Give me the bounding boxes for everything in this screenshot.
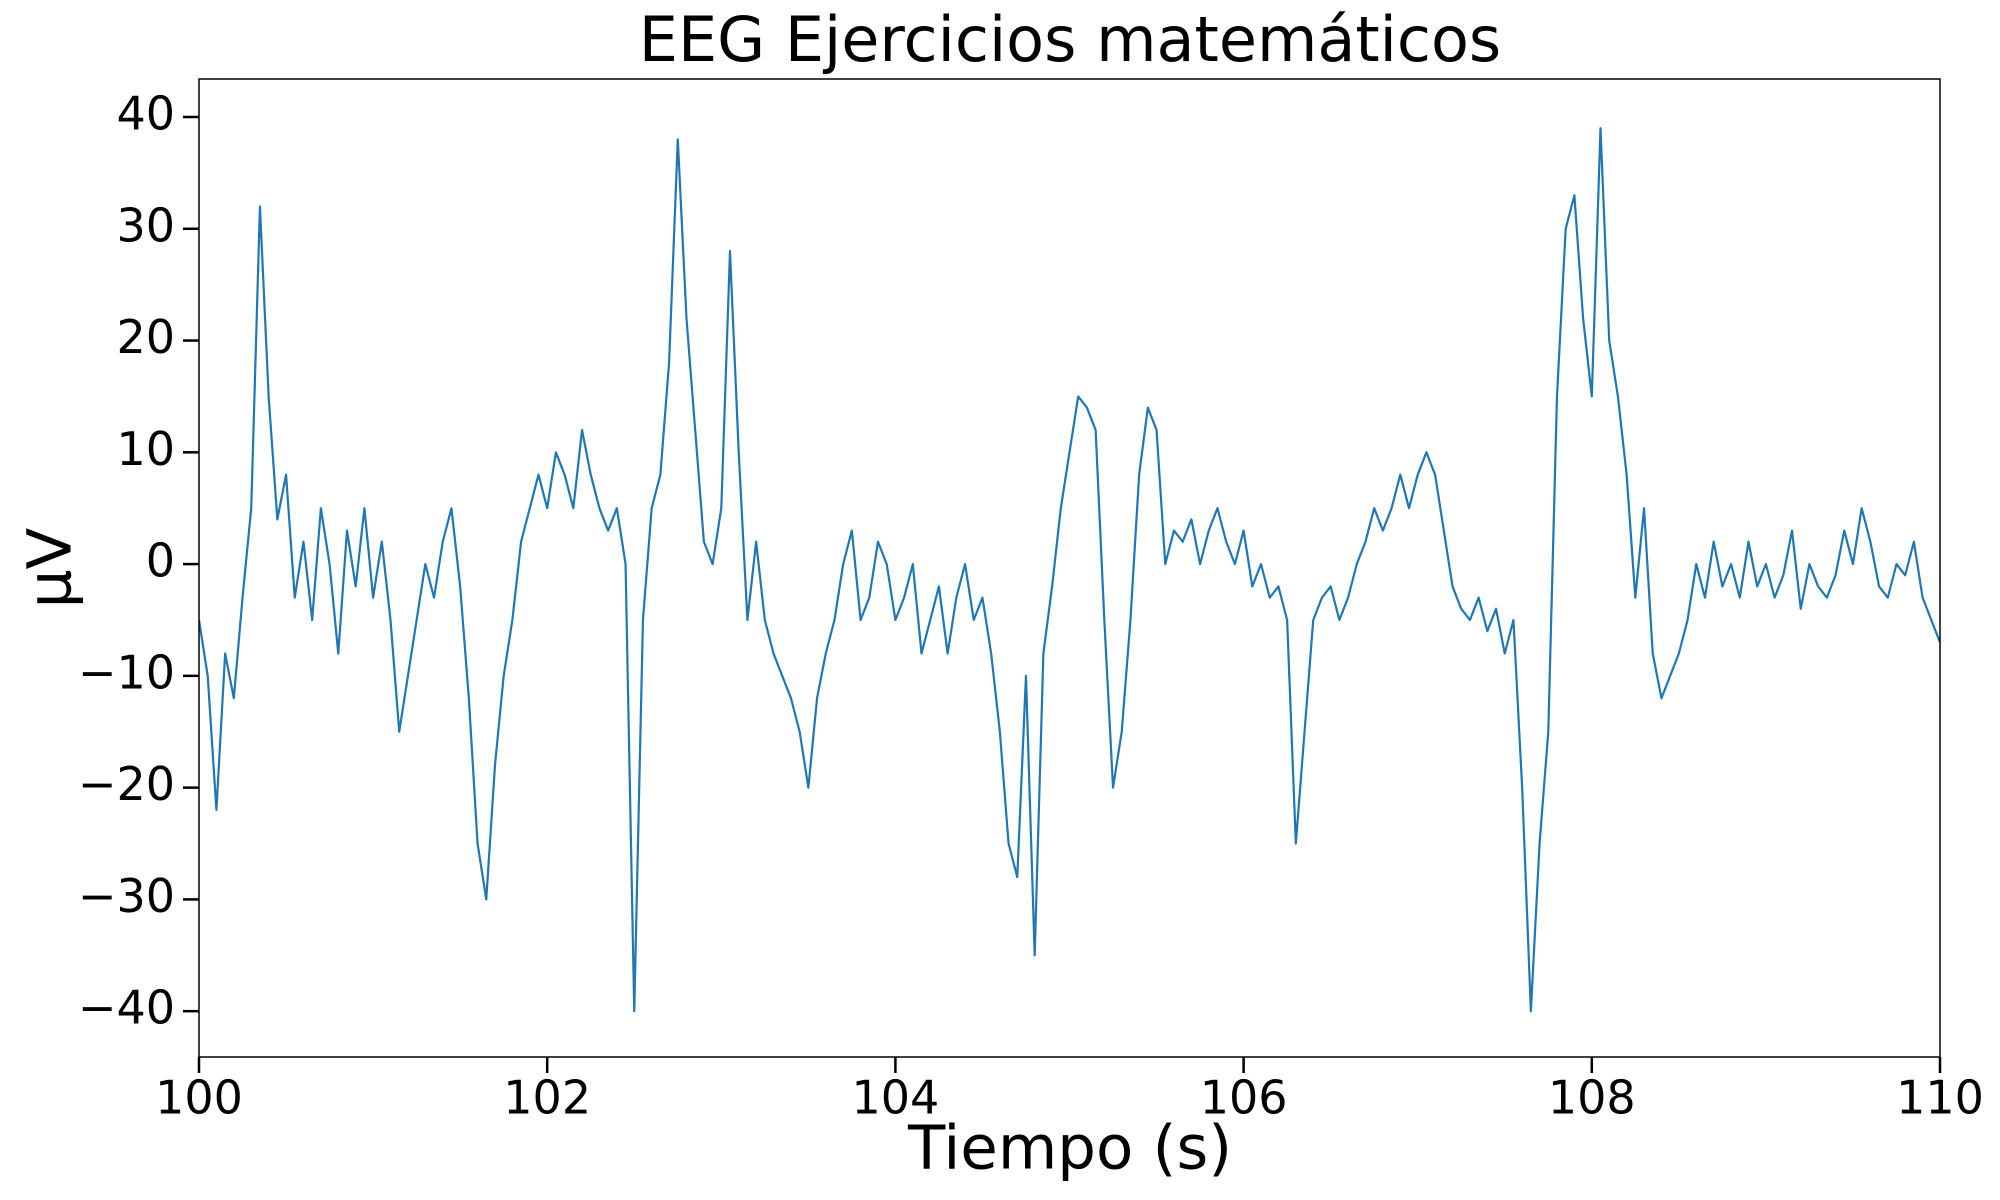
x-tick-label: 100: [155, 1071, 243, 1125]
x-tick-label: 102: [503, 1071, 591, 1125]
plot-frame: [198, 78, 1941, 1058]
y-tick-label: −20: [78, 757, 175, 811]
x-tick-label: 108: [1548, 1071, 1636, 1125]
eeg-line: [199, 127, 1940, 1013]
x-tick-label: 104: [851, 1071, 939, 1125]
x-tick-label: 110: [1896, 1071, 1984, 1125]
y-tick-label: 0: [146, 534, 175, 588]
y-tick-label: 40: [116, 87, 175, 141]
x-tick-label: 106: [1200, 1071, 1288, 1125]
y-tick-label: 10: [116, 422, 175, 476]
y-tick-label: −10: [78, 645, 175, 699]
chart-title: EEG Ejercicios matemáticos: [639, 3, 1501, 76]
x-axis-label: Tiempo (s): [907, 1113, 1232, 1184]
y-axis-label: µV: [15, 527, 86, 608]
y-tick-label: −30: [78, 869, 175, 923]
y-tick-label: 30: [116, 198, 175, 252]
y-tick-label: 20: [116, 310, 175, 364]
y-tick-label: −40: [78, 981, 175, 1035]
